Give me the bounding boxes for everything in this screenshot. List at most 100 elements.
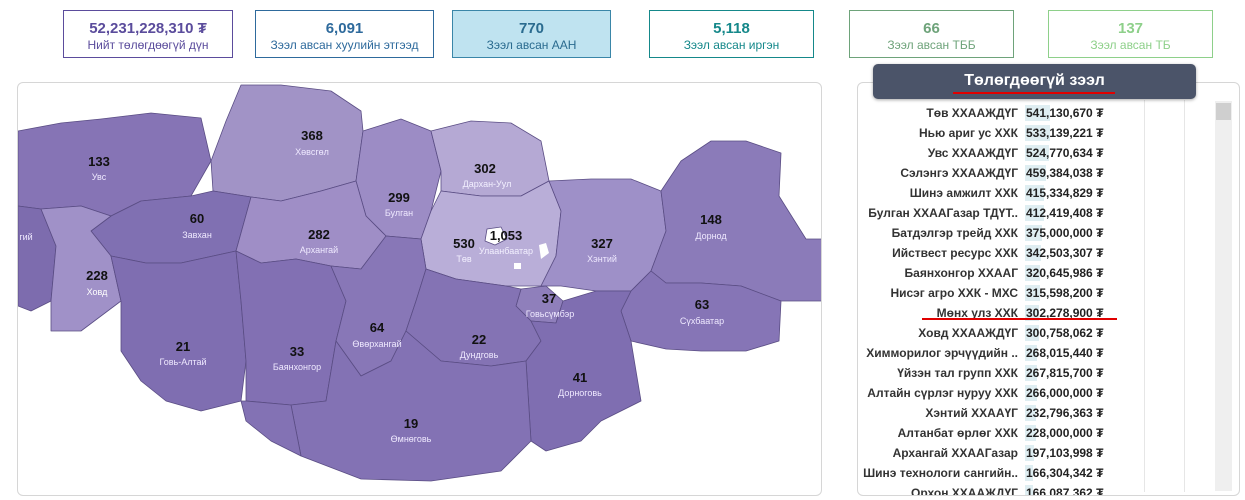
list-item[interactable]: Булган ХХААГазар ТДҮТ.. 412,419,408 ₮ bbox=[858, 203, 1158, 223]
region-omnogovi[interactable] bbox=[290, 330, 532, 482]
kpi-value: 52,231,228,310 ₮ bbox=[89, 20, 207, 37]
list-item[interactable]: Шинэ технологи сангийн.. 166,304,342 ₮ bbox=[858, 463, 1158, 483]
list-item[interactable]: Шинэ амжилт ХХК 415,334,829 ₮ bbox=[858, 183, 1158, 203]
region-label: Хэнтий bbox=[587, 254, 617, 264]
kpi-total-unpaid[interactable]: 52,231,228,310 ₮ Нийт төлөгдөөгүй дүн bbox=[63, 10, 233, 58]
kpi-label: Зээл авсан ТББ bbox=[887, 38, 976, 52]
count-label: 37 bbox=[542, 291, 556, 306]
count-label: 148 bbox=[700, 212, 722, 227]
org-name: Алтайн сүрлэг нуруу ХХК bbox=[867, 386, 1018, 400]
amount-value: 533,139,221 ₮ bbox=[1026, 126, 1104, 140]
region-khovsgol[interactable] bbox=[210, 84, 364, 202]
count-label: 63 bbox=[695, 297, 709, 312]
region-label: Дорнод bbox=[695, 231, 727, 241]
org-name: Мөнх улз ХХК bbox=[936, 306, 1018, 320]
list-item[interactable]: Ховд ХХААЖДҮГ 300,758,062 ₮ bbox=[858, 323, 1158, 343]
scrollbar[interactable] bbox=[1215, 101, 1232, 491]
region-label: Баянхонгор bbox=[273, 362, 321, 372]
kpi-cooperatives[interactable]: 137 Зээл авсан ТБ bbox=[1048, 10, 1213, 58]
region-label-edge: гий bbox=[19, 232, 32, 242]
list-item[interactable]: Увс ХХААЖДҮГ 524,770,634 ₮ bbox=[858, 143, 1158, 163]
kpi-legal-entities[interactable]: 6,091 Зээл авсан хуулийн этгээд bbox=[255, 10, 434, 58]
region-label: Говьсүмбэр bbox=[526, 309, 575, 319]
list-item[interactable]: Нью ариг ус ХХК 533,139,221 ₮ bbox=[858, 123, 1158, 143]
column-divider bbox=[1144, 100, 1145, 492]
count-label: 302 bbox=[474, 161, 496, 176]
region-label: Дорноговь bbox=[558, 388, 602, 398]
amount-bar bbox=[1025, 165, 1046, 181]
region-dot bbox=[514, 263, 521, 269]
kpi-citizens[interactable]: 5,118 Зээл авсан иргэн bbox=[649, 10, 814, 58]
list-item[interactable]: Архангай ХХААГазар 197,103,998 ₮ bbox=[858, 443, 1158, 463]
kpi-label: Зээл авсан ТБ bbox=[1090, 38, 1171, 52]
list-item[interactable]: Ийствест ресурс ХХК 342,503,307 ₮ bbox=[858, 243, 1158, 263]
region-govi-altai[interactable] bbox=[110, 250, 247, 412]
org-name: Баянхонгор ХХААГ bbox=[904, 266, 1018, 280]
kpi-label: Нийт төлөгдөөгүй дүн bbox=[87, 38, 209, 52]
region-label: Дархан-Уул bbox=[463, 179, 512, 189]
region-label: Булган bbox=[385, 208, 413, 218]
org-name: Сэлэнгэ ХХААЖДҮГ bbox=[900, 166, 1018, 180]
amount-bar bbox=[1025, 285, 1040, 301]
org-name: Алтанбат өрлөг ХХК bbox=[897, 426, 1018, 440]
region-ulaanbaatar[interactable] bbox=[484, 226, 508, 246]
org-name: Төв ХХААЖДҮГ bbox=[926, 106, 1018, 120]
kpi-companies[interactable]: 770 Зээл авсан ААН bbox=[452, 10, 611, 58]
amount-bar bbox=[1025, 385, 1037, 401]
region-dornod[interactable] bbox=[650, 140, 822, 302]
amount-bar bbox=[1025, 105, 1050, 121]
scrollbar-thumb[interactable] bbox=[1216, 103, 1231, 120]
amount-value: 315,598,200 ₮ bbox=[1026, 286, 1104, 300]
region-label: Говь-Алтай bbox=[159, 357, 206, 367]
amount-value: 302,278,900 ₮ bbox=[1026, 306, 1104, 320]
region-south-strip[interactable] bbox=[240, 400, 302, 457]
kpi-value: 66 bbox=[923, 20, 940, 37]
list-item[interactable]: Нисэг агро ХХК - МХС 315,598,200 ₮ bbox=[858, 283, 1158, 303]
region-label: Сүхбаатар bbox=[680, 316, 724, 326]
count-label: 19 bbox=[404, 416, 418, 431]
list-item[interactable]: Үйзэн тал групп ХХК 267,815,700 ₮ bbox=[858, 363, 1158, 383]
count-label: 530 bbox=[453, 236, 475, 251]
list-item[interactable]: Баянхонгор ХХААГ 320,645,986 ₮ bbox=[858, 263, 1158, 283]
list-item[interactable]: Хэнтий ХХААҮГ 232,796,363 ₮ bbox=[858, 403, 1158, 423]
kpi-value: 6,091 bbox=[325, 20, 364, 37]
list-item[interactable]: Алтайн сүрлэг нуруу ХХК 266,000,000 ₮ bbox=[858, 383, 1158, 403]
count-label: 41 bbox=[573, 370, 587, 385]
list-item[interactable]: Сэлэнгэ ХХААЖДҮГ 459,384,038 ₮ bbox=[858, 163, 1158, 183]
region-dot bbox=[539, 243, 549, 259]
kpi-value: 770 bbox=[518, 20, 545, 37]
count-label: 21 bbox=[176, 339, 190, 354]
amount-value: 166,087,362 ₮ bbox=[1026, 486, 1104, 495]
list-item[interactable]: Мөнх улз ХХК 302,278,900 ₮ bbox=[858, 303, 1158, 323]
map-panel: 133 Увс 368 Хөвсгөл 60 Завхан 299 Булган… bbox=[17, 82, 822, 496]
list-item[interactable]: Химморилог эрчүүдийн .. 268,015,440 ₮ bbox=[858, 343, 1158, 363]
amount-bar bbox=[1025, 365, 1037, 381]
count-label: 368 bbox=[301, 128, 323, 143]
amount-value: 459,384,038 ₮ bbox=[1026, 166, 1104, 180]
kpi-ngo[interactable]: 66 Зээл авсан ТББ bbox=[849, 10, 1014, 58]
list-item[interactable]: Батдэлгэр трейд ХХК 375,000,000 ₮ bbox=[858, 223, 1158, 243]
kpi-label: Зээл авсан иргэн bbox=[683, 38, 780, 52]
region-label: Ховд bbox=[87, 287, 109, 297]
org-name: Химморилог эрчүүдийн .. bbox=[866, 346, 1018, 360]
amount-value: 266,000,000 ₮ bbox=[1026, 386, 1104, 400]
amount-bar bbox=[1025, 245, 1041, 261]
kpi-label: Зээл авсан хуулийн этгээд bbox=[270, 38, 419, 52]
list-item[interactable]: Алтанбат өрлөг ХХК 228,000,000 ₮ bbox=[858, 423, 1158, 443]
amount-value: 412,419,408 ₮ bbox=[1026, 206, 1104, 220]
highlight-underline bbox=[922, 318, 1117, 320]
count-label: 282 bbox=[308, 227, 330, 242]
list-item[interactable]: Орхон ХХААЖДҮГ 166,087,362 ₮ bbox=[858, 483, 1158, 495]
amount-bar bbox=[1025, 305, 1039, 321]
panel-title-text: Төлөгдөөгүй зээл bbox=[964, 72, 1105, 89]
org-name: Орхон ХХААЖДҮГ bbox=[910, 486, 1018, 495]
org-name: Увс ХХААЖДҮГ bbox=[927, 146, 1018, 160]
amount-value: 524,770,634 ₮ bbox=[1026, 146, 1104, 160]
list-item[interactable]: Төв ХХААЖДҮГ 541,130,670 ₮ bbox=[858, 103, 1158, 123]
org-name: Ийствест ресурс ХХК bbox=[892, 246, 1018, 260]
org-name: Нью ариг ус ХХК bbox=[918, 126, 1018, 140]
region-label: Хөвсгөл bbox=[295, 147, 329, 157]
org-name: Батдэлгэр трейд ХХК bbox=[891, 226, 1018, 240]
kpi-value: 137 bbox=[1117, 20, 1144, 37]
amount-value: 232,796,363 ₮ bbox=[1026, 406, 1104, 420]
